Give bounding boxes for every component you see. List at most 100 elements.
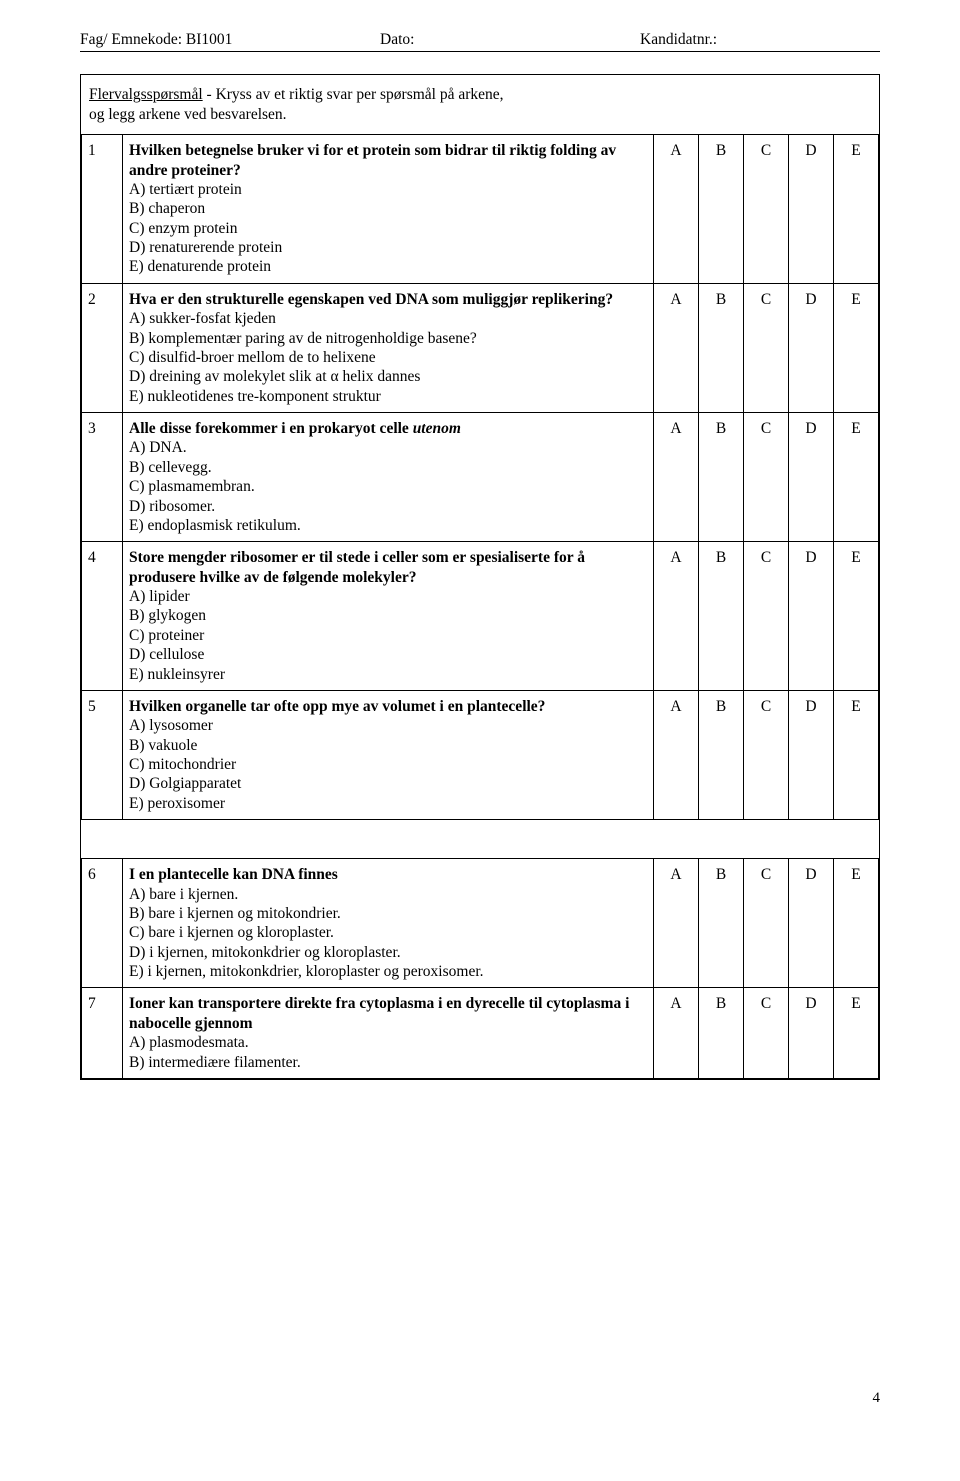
question-row: 3 Alle disse forekommer i en prokaryot ce… [82, 413, 879, 542]
intro-line2: og legg arkene ved besvarelsen. [89, 106, 287, 123]
answer-cell-e[interactable]: E [834, 135, 879, 284]
question-number: 3 [82, 413, 123, 542]
question-choice: A) tertiært protein [129, 180, 647, 199]
question-choice: D) i kjernen, mitokonkdrier og kloroplas… [129, 943, 647, 962]
header-candidate-label: Kandidatnr.: [640, 30, 880, 49]
question-row: 2 Hva er den strukturelle egenskapen ved … [82, 283, 879, 412]
question-choice: E) nukleotidenes tre-komponent struktur [129, 387, 647, 406]
question-body: Hvilken organelle tar ofte opp mye av vo… [123, 690, 654, 819]
answer-cell-e[interactable]: E [834, 283, 879, 412]
question-choice: C) bare i kjernen og kloroplaster. [129, 923, 647, 942]
answer-cell-c[interactable]: C [744, 413, 789, 542]
question-choice: C) plasmamembran. [129, 477, 647, 496]
question-choice: E) nukleinsyrer [129, 665, 647, 684]
answer-cell-c[interactable]: C [744, 135, 789, 284]
question-choice: B) chaperon [129, 199, 647, 218]
question-number: 2 [82, 283, 123, 412]
header-subject: Fag/ Emnekode: BI1001 [80, 30, 380, 49]
answer-cell-d[interactable]: D [789, 690, 834, 819]
question-number: 7 [82, 988, 123, 1079]
question-stem: Store mengder ribosomer er til stede i c… [129, 549, 585, 585]
answer-cell-e[interactable]: E [834, 988, 879, 1079]
question-choice: C) disulfid-broer mellom de to helixene [129, 348, 647, 367]
question-choice: D) ribosomer. [129, 497, 647, 516]
answer-cell-e[interactable]: E [834, 859, 879, 988]
page-number: 4 [873, 1389, 881, 1408]
answer-cell-c[interactable]: C [744, 690, 789, 819]
answer-cell-d[interactable]: D [789, 988, 834, 1079]
question-choice: A) sukker-fosfat kjeden [129, 309, 647, 328]
answer-cell-d[interactable]: D [789, 859, 834, 988]
question-choice: C) enzym protein [129, 219, 647, 238]
answer-cell-d[interactable]: D [789, 283, 834, 412]
answer-cell-d[interactable]: D [789, 135, 834, 284]
answer-cell-e[interactable]: E [834, 542, 879, 691]
answer-cell-a[interactable]: A [654, 859, 699, 988]
answer-cell-e[interactable]: E [834, 413, 879, 542]
answer-cell-d[interactable]: D [789, 542, 834, 691]
question-stem: Ioner kan transportere direkte fra cytop… [129, 995, 629, 1031]
answer-cell-b[interactable]: B [699, 413, 744, 542]
question-number: 5 [82, 690, 123, 819]
question-body: Ioner kan transportere direkte fra cytop… [123, 988, 654, 1079]
answer-cell-a[interactable]: A [654, 283, 699, 412]
question-choice: E) denaturende protein [129, 257, 647, 276]
answer-cell-b[interactable]: B [699, 283, 744, 412]
question-number: 6 [82, 859, 123, 988]
question-choice: D) renaturerende protein [129, 238, 647, 257]
answer-cell-b[interactable]: B [699, 859, 744, 988]
answer-cell-b[interactable]: B [699, 542, 744, 691]
intro-rest: - Kryss av et riktig svar per spørsmål p… [203, 86, 504, 103]
question-choice: E) i kjernen, mitokonkdrier, kloroplaste… [129, 962, 647, 981]
question-stem: Hvilken organelle tar ofte opp mye av vo… [129, 698, 545, 715]
answer-cell-c[interactable]: C [744, 988, 789, 1079]
question-body: I en plantecelle kan DNA finnes A) bare i… [123, 859, 654, 988]
question-choice: C) proteiner [129, 626, 647, 645]
question-choice: A) bare i kjernen. [129, 885, 647, 904]
question-stem: I en plantecelle kan DNA finnes [129, 866, 338, 883]
question-number: 4 [82, 542, 123, 691]
question-row: 1Hvilken betegnelse bruker vi for et pro… [82, 135, 879, 284]
question-stem: Hvilken betegnelse bruker vi for et prot… [129, 142, 616, 178]
page-header: Fag/ Emnekode: BI1001 Dato: Kandidatnr.: [80, 30, 880, 52]
question-choice: A) plasmodesmata. [129, 1033, 647, 1052]
table-gap [81, 820, 879, 858]
answer-cell-a[interactable]: A [654, 690, 699, 819]
intro-title: Flervalgsspørsmål [89, 86, 203, 103]
answer-cell-a[interactable]: A [654, 135, 699, 284]
question-choice: B) intermediære filamenter. [129, 1053, 647, 1072]
answer-cell-c[interactable]: C [744, 542, 789, 691]
question-choice: A) DNA. [129, 438, 647, 457]
answer-cell-b[interactable]: B [699, 988, 744, 1079]
answer-cell-b[interactable]: B [699, 135, 744, 284]
question-row: 4Store mengder ribosomer er til stede i … [82, 542, 879, 691]
question-choice: E) endoplasmisk retikulum. [129, 516, 647, 535]
question-choice: B) glykogen [129, 606, 647, 625]
answer-cell-a[interactable]: A [654, 413, 699, 542]
question-stem: Alle disse forekommer i en prokaryot cel… [129, 420, 413, 437]
question-choice: B) cellevegg. [129, 458, 647, 477]
question-body: Alle disse forekommer i en prokaryot cel… [123, 413, 654, 542]
question-stem: Hva er den strukturelle egenskapen ved D… [129, 291, 613, 308]
question-choice: A) lipider [129, 587, 647, 606]
answer-cell-c[interactable]: C [744, 859, 789, 988]
answer-cell-c[interactable]: C [744, 283, 789, 412]
question-choice: A) lysosomer [129, 716, 647, 735]
question-table: 1Hvilken betegnelse bruker vi for et pro… [81, 134, 879, 820]
instructions: Flervalgsspørsmål - Kryss av et riktig s… [81, 75, 879, 134]
question-choice: E) peroxisomer [129, 794, 647, 813]
question-choice: B) bare i kjernen og mitokondrier. [129, 904, 647, 923]
question-choice: C) mitochondrier [129, 755, 647, 774]
question-choice: D) dreining av molekylet slik at α helix… [129, 367, 647, 386]
question-choice: D) Golgiapparatet [129, 774, 647, 793]
answer-cell-a[interactable]: A [654, 988, 699, 1079]
question-choice: B) vakuole [129, 736, 647, 755]
answer-cell-a[interactable]: A [654, 542, 699, 691]
answer-cell-e[interactable]: E [834, 690, 879, 819]
question-body: Hvilken betegnelse bruker vi for et prot… [123, 135, 654, 284]
header-date-label: Dato: [380, 30, 640, 49]
answer-cell-b[interactable]: B [699, 690, 744, 819]
question-row: 5 Hvilken organelle tar ofte opp mye av v… [82, 690, 879, 819]
question-row: 6 I en plantecelle kan DNA finnes A) bare … [82, 859, 879, 988]
answer-cell-d[interactable]: D [789, 413, 834, 542]
